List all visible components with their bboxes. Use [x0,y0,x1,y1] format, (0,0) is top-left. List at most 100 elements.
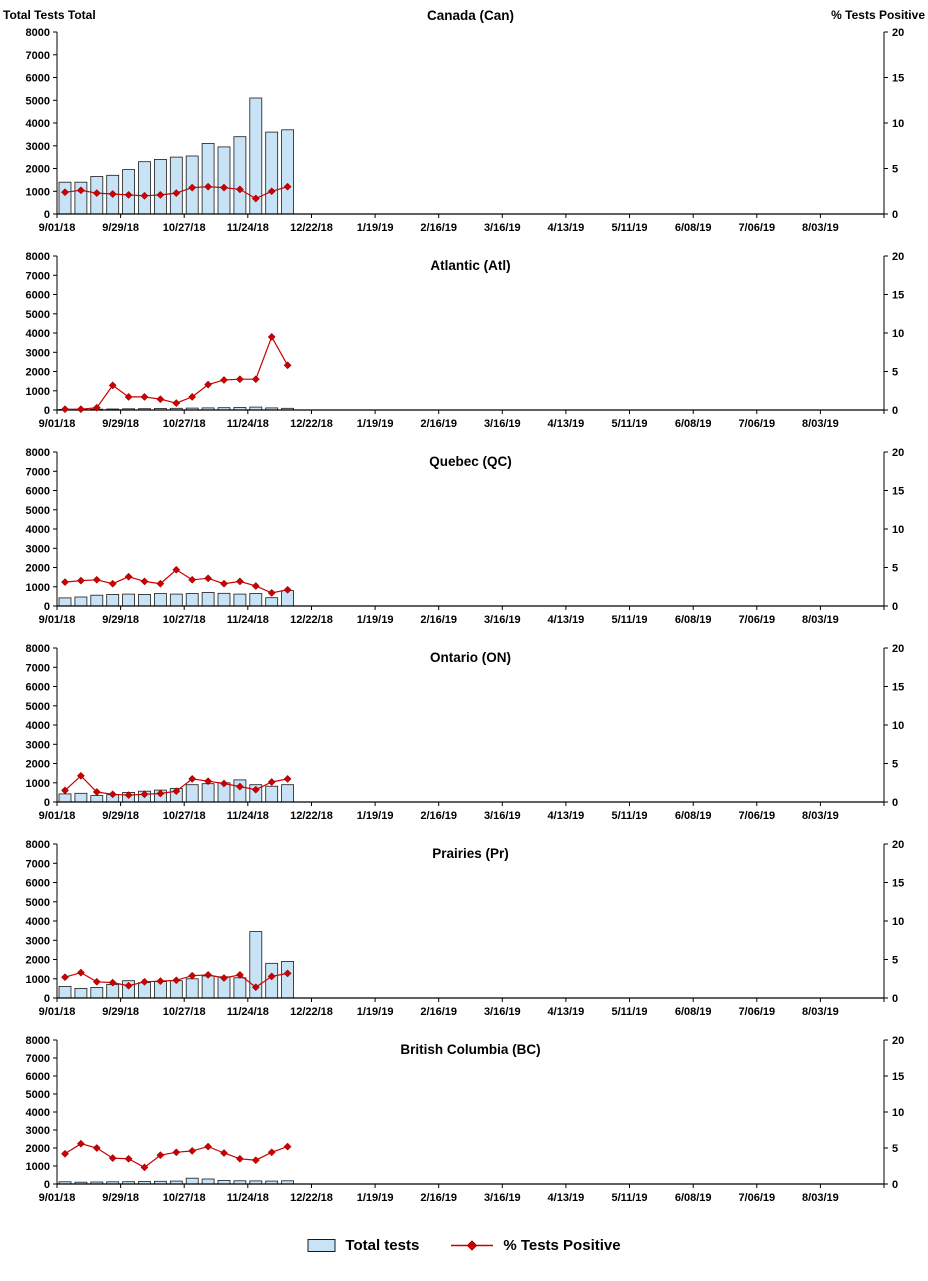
svg-text:5000: 5000 [26,701,50,713]
svg-text:9/29/18: 9/29/18 [102,1006,139,1018]
svg-text:15: 15 [892,682,904,694]
svg-text:3/16/19: 3/16/19 [484,614,521,626]
svg-text:6000: 6000 [26,1071,50,1083]
svg-text:7/06/19: 7/06/19 [738,1192,775,1204]
svg-text:11/24/18: 11/24/18 [227,810,269,822]
svg-text:8/03/19: 8/03/19 [802,1192,839,1204]
svg-text:Prairies (Pr): Prairies (Pr) [432,846,509,861]
svg-text:15: 15 [892,73,904,85]
legend-item-pct-positive: % Tests Positive [449,1237,621,1254]
svg-text:4/13/19: 4/13/19 [548,222,585,234]
svg-text:3000: 3000 [26,347,50,359]
svg-text:6000: 6000 [26,682,50,694]
svg-text:1000: 1000 [26,186,50,198]
total-tests-swatch-icon [307,1238,337,1253]
legend-total-tests-label: Total tests [345,1237,420,1254]
svg-text:10/27/18: 10/27/18 [163,1192,206,1204]
svg-text:6000: 6000 [26,878,50,890]
svg-text:3/16/19: 3/16/19 [484,1192,521,1204]
svg-text:15: 15 [892,290,904,302]
chart-panel-quebec: 0 1000 2000 3000 4000 5000 6000 7000 8000 0 5 10 15 2… [0,436,928,632]
svg-text:0: 0 [892,1179,898,1191]
legend-pct-positive-label: % Tests Positive [503,1237,621,1254]
svg-text:7000: 7000 [26,1053,50,1065]
svg-text:7/06/19: 7/06/19 [738,810,775,822]
svg-text:6/08/19: 6/08/19 [675,1006,712,1018]
svg-text:4000: 4000 [26,720,50,732]
legend-item-total-tests: Total tests [307,1237,419,1254]
svg-text:4/13/19: 4/13/19 [548,810,585,822]
svg-text:6000: 6000 [26,73,50,85]
svg-text:7000: 7000 [26,858,50,870]
svg-text:8000: 8000 [26,251,50,263]
svg-text:2000: 2000 [26,759,50,771]
svg-text:1/19/19: 1/19/19 [357,1192,394,1204]
svg-text:2000: 2000 [26,164,50,176]
svg-text:1/19/19: 1/19/19 [357,418,394,430]
svg-text:2/16/19: 2/16/19 [420,810,457,822]
british-columbia-chart: 0 1000 2000 3000 4000 5000 6000 7000 8000 0 5 10 15 2… [0,1024,928,1210]
canada-chart: 0 1000 2000 3000 4000 5000 6000 7000 8000 0 5 10 15 2… [0,0,928,240]
svg-text:9/29/18: 9/29/18 [102,222,139,234]
svg-text:20: 20 [892,643,904,655]
svg-text:11/24/18: 11/24/18 [227,1192,269,1204]
svg-text:4/13/19: 4/13/19 [548,1006,585,1018]
svg-text:0: 0 [892,405,898,417]
svg-text:9/29/18: 9/29/18 [102,1192,139,1204]
svg-text:10/27/18: 10/27/18 [163,418,206,430]
svg-text:0: 0 [892,993,898,1005]
svg-text:9/01/18: 9/01/18 [39,1006,76,1018]
svg-text:3000: 3000 [26,935,50,947]
svg-text:8000: 8000 [26,447,50,459]
svg-text:5000: 5000 [26,897,50,909]
svg-text:5000: 5000 [26,505,50,517]
svg-text:10: 10 [892,720,904,732]
svg-text:8000: 8000 [26,643,50,655]
svg-text:7/06/19: 7/06/19 [738,222,775,234]
svg-text:Ontario (ON): Ontario (ON) [430,650,511,665]
svg-text:6000: 6000 [26,290,50,302]
svg-text:0: 0 [892,797,898,809]
svg-text:1000: 1000 [26,1161,50,1173]
svg-text:10: 10 [892,328,904,340]
svg-text:12/22/18: 12/22/18 [290,222,333,234]
chart-panel-canada: Total Tests Total % Tests Positive 0 1000… [0,0,928,240]
svg-text:9/29/18: 9/29/18 [102,614,139,626]
svg-text:8000: 8000 [26,839,50,851]
svg-text:1000: 1000 [26,974,50,986]
svg-text:20: 20 [892,839,904,851]
svg-text:8/03/19: 8/03/19 [802,222,839,234]
chart-panel-british-columbia: 0 1000 2000 3000 4000 5000 6000 7000 8000 0 5 10 15 2… [0,1024,928,1210]
svg-text:0: 0 [892,209,898,221]
svg-text:3000: 3000 [26,141,50,153]
svg-text:4000: 4000 [26,524,50,536]
svg-text:5/11/19: 5/11/19 [611,418,647,430]
svg-text:7000: 7000 [26,466,50,478]
svg-text:1/19/19: 1/19/19 [357,614,394,626]
svg-text:5/11/19: 5/11/19 [611,1006,647,1018]
svg-text:6/08/19: 6/08/19 [675,810,712,822]
svg-text:7000: 7000 [26,270,50,282]
svg-text:11/24/18: 11/24/18 [227,418,269,430]
svg-text:1000: 1000 [26,582,50,594]
svg-text:5: 5 [892,367,898,379]
svg-text:5: 5 [892,164,898,176]
svg-text:2000: 2000 [26,367,50,379]
svg-text:3000: 3000 [26,543,50,555]
svg-text:10: 10 [892,524,904,536]
svg-text:9/01/18: 9/01/18 [39,810,76,822]
chart-panel-prairies: 0 1000 2000 3000 4000 5000 6000 7000 8000 0 5 10 15 2… [0,828,928,1024]
svg-text:11/24/18: 11/24/18 [227,222,269,234]
svg-text:2/16/19: 2/16/19 [420,222,457,234]
svg-text:20: 20 [892,27,904,39]
svg-text:7000: 7000 [26,662,50,674]
svg-text:2/16/19: 2/16/19 [420,1006,457,1018]
svg-text:15: 15 [892,1071,904,1083]
svg-text:5000: 5000 [26,309,50,321]
prairies-chart: 0 1000 2000 3000 4000 5000 6000 7000 8000 0 5 10 15 2… [0,828,928,1024]
svg-text:3/16/19: 3/16/19 [484,810,521,822]
svg-text:9/01/18: 9/01/18 [39,418,76,430]
svg-text:4000: 4000 [26,118,50,130]
svg-text:9/01/18: 9/01/18 [39,614,76,626]
